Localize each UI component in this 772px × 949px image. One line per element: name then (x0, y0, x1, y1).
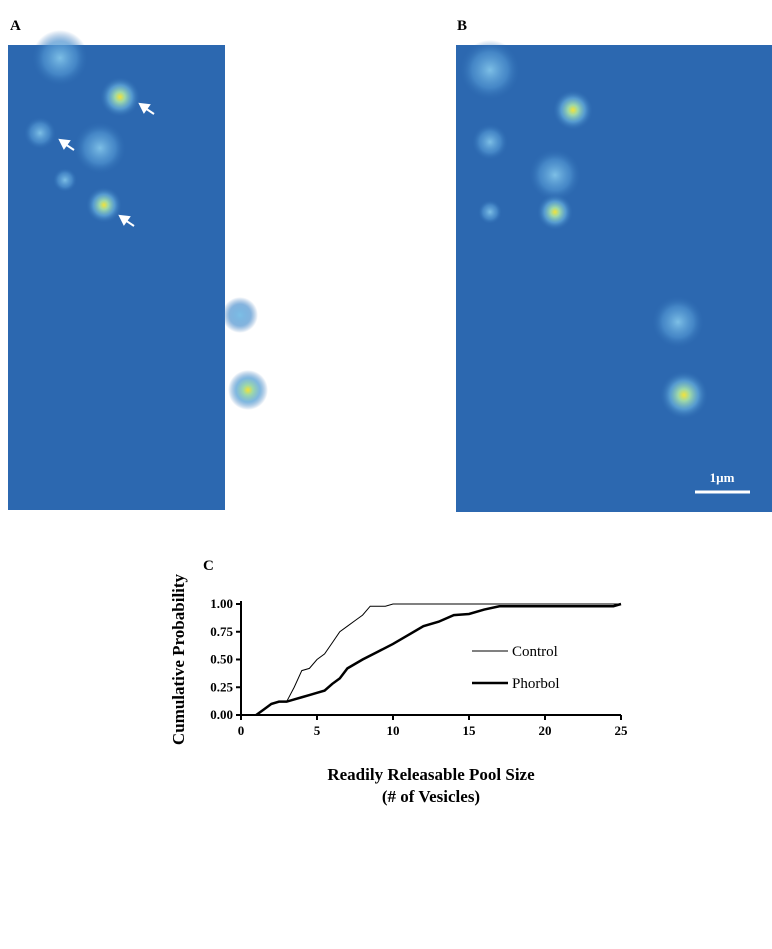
x-tick-label: 10 (387, 723, 400, 738)
x-axis-label: Readily Releasable Pool Size (327, 765, 535, 784)
panel-label: A (10, 18, 21, 34)
spot (222, 297, 258, 333)
micrograph-b (456, 45, 772, 512)
spot (24, 117, 56, 149)
spot (652, 296, 704, 348)
spot (100, 77, 140, 117)
spot (472, 124, 508, 160)
spot (529, 149, 581, 201)
spot (228, 370, 268, 410)
spot (74, 122, 126, 174)
legend-label: Control (512, 644, 558, 660)
y-tick-label: 0.75 (210, 624, 233, 639)
spot (32, 30, 88, 86)
x-axis-label: (# of Vesicles) (382, 787, 480, 806)
x-tick-label: 15 (463, 723, 477, 738)
spot (53, 168, 77, 192)
y-tick-label: 1.00 (210, 596, 233, 611)
page: {"panels": {"a_label": "A", "b_label": "… (0, 0, 772, 949)
y-tick-label: 0.25 (210, 679, 233, 694)
spot (460, 40, 520, 100)
scale-bar-label: 1µm (710, 470, 735, 485)
y-tick-label: 0.00 (210, 707, 233, 722)
y-axis-label: Cumulative Probability (169, 573, 188, 745)
x-tick-label: 0 (238, 723, 245, 738)
figure: A B C 1µm 0.00 0.25 0.50 0.75 1.00 0 5 10 15 20 25… (0, 0, 772, 949)
spot (660, 371, 708, 419)
chart: 0.00 0.25 0.50 0.75 1.00 0 5 10 15 20 25 Cumulative… (169, 573, 628, 806)
spot (553, 90, 593, 130)
spot (478, 200, 502, 224)
y-tick-label: 0.50 (210, 652, 233, 667)
x-tick-label: 5 (314, 723, 321, 738)
spot (86, 187, 122, 223)
spot (537, 194, 573, 230)
x-tick-label: 25 (615, 723, 629, 738)
panel-label: C (203, 558, 214, 574)
x-tick-label: 20 (539, 723, 552, 738)
legend-label: Phorbol (512, 676, 560, 692)
series-line (256, 604, 621, 715)
panel-label: B (457, 18, 467, 34)
